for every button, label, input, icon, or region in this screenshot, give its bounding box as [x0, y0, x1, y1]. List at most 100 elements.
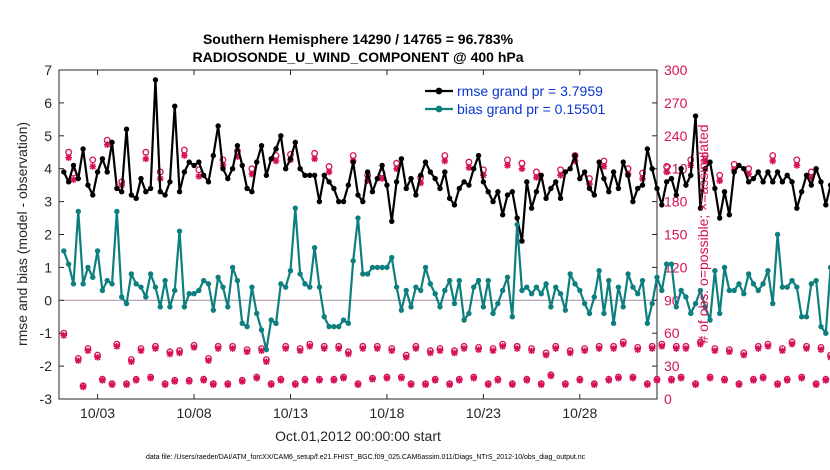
series-point-0 [683, 182, 689, 188]
obs-assimilated-point [552, 345, 560, 352]
series-point-1 [557, 291, 564, 297]
series-point-1 [673, 304, 679, 310]
series-point-0 [258, 142, 265, 149]
obs-assimilated-point [817, 346, 825, 353]
obs-assimilated-point [123, 381, 130, 389]
series-point-1 [229, 264, 236, 271]
series-point-1 [741, 291, 747, 297]
obs-assimilated-point [726, 348, 733, 356]
obs-assimilated-point [330, 377, 338, 384]
series-point-0 [254, 159, 260, 165]
series-point-0 [572, 152, 578, 159]
obs-assimilated-point [263, 358, 270, 366]
obs-assimilated-point [94, 354, 101, 361]
y-left-tick-label: 1 [44, 259, 52, 275]
y-right-tick-label: 300 [664, 62, 688, 78]
y-left-tick-label: 0 [44, 292, 52, 308]
series-point-1 [688, 310, 694, 317]
series-point-1 [282, 284, 289, 290]
series-point-1 [509, 314, 516, 320]
series-point-1 [393, 284, 400, 290]
obs-assimilated-point [480, 171, 487, 179]
series-point-0 [471, 166, 477, 172]
series-point-0 [282, 166, 289, 172]
series-point-0 [630, 198, 636, 205]
series-point-0 [427, 169, 434, 175]
obs-possible-point [716, 171, 724, 179]
series-point-1 [692, 300, 699, 307]
obs-assimilated-point [238, 378, 246, 385]
chart-subtitle: RADIOSONDE_U_WIND_COMPONENT @ 400 hPa [192, 49, 523, 65]
obs-assimilated-point [181, 152, 188, 159]
series-point-0 [601, 175, 607, 182]
series-point-0 [808, 182, 815, 188]
series-point-0 [70, 162, 77, 169]
series-point-1 [422, 264, 429, 271]
obs-assimilated-point [335, 345, 343, 352]
series-point-0 [514, 215, 520, 221]
obs-assimilated-point [562, 381, 569, 389]
y-right-tick-label: 60 [664, 325, 680, 341]
x-tick-label: 10/03 [80, 405, 115, 421]
series-point-1 [499, 287, 506, 294]
series-point-0 [422, 159, 429, 165]
series-point-1 [697, 287, 704, 294]
obs-assimilated-point [383, 374, 391, 382]
series-point-1 [109, 281, 115, 287]
series-point-1 [765, 267, 771, 274]
series-point-0 [287, 156, 294, 162]
series-point-0 [99, 156, 106, 162]
series-point-1 [813, 277, 819, 284]
series-point-1 [442, 287, 448, 294]
series-point-0 [80, 146, 86, 152]
series-point-0 [635, 185, 641, 192]
series-point-0 [181, 169, 188, 175]
obs-assimilated-point [325, 168, 333, 176]
obs-assimilated-point [629, 374, 637, 382]
series-point-0 [538, 172, 544, 178]
series-point-1 [258, 327, 265, 333]
obs-assimilated-point [571, 157, 579, 165]
obs-assimilated-point [798, 374, 805, 382]
series-point-1 [340, 317, 347, 323]
series-point-0 [678, 166, 684, 172]
obs-assimilated-point [301, 377, 309, 384]
obs-possible-point [769, 152, 777, 159]
series-point-0 [528, 205, 535, 211]
series-point-1 [755, 287, 761, 294]
series-point-1 [311, 244, 318, 251]
series-point-1 [451, 300, 458, 307]
series-point-1 [398, 307, 405, 313]
series-point-1 [408, 304, 414, 310]
obs-assimilated-point [682, 345, 690, 352]
obs-assimilated-point [581, 347, 588, 355]
series-point-0 [668, 175, 675, 182]
series-point-0 [75, 175, 81, 182]
series-point-1 [417, 287, 424, 294]
series-point-0 [147, 185, 154, 192]
y-left-tick-label: -3 [40, 391, 53, 407]
series-point-1 [519, 287, 525, 294]
series-point-1 [495, 300, 501, 307]
y-right-tick-label: 30 [664, 358, 680, 374]
series-point-1 [572, 281, 578, 287]
obs-assimilated-point [427, 349, 434, 357]
series-point-1 [181, 304, 188, 310]
series-point-1 [524, 284, 530, 290]
obs-assimilated-point [822, 377, 830, 384]
obs-assimilated-point [619, 340, 627, 348]
series-point-1 [601, 310, 607, 317]
series-point-0 [104, 169, 110, 175]
series-point-1 [90, 274, 96, 280]
obs-assimilated-point [701, 157, 709, 165]
series-point-0 [818, 179, 824, 185]
series-point-0 [360, 198, 366, 205]
series-point-0 [331, 185, 337, 192]
series-point-0 [210, 152, 217, 159]
series-point-1 [200, 277, 207, 284]
obs-assimilated-point [489, 347, 497, 355]
obs-assimilated-point [108, 381, 116, 389]
series-point-0 [85, 182, 91, 188]
legend-marker [435, 105, 443, 113]
series-point-1 [374, 264, 380, 271]
